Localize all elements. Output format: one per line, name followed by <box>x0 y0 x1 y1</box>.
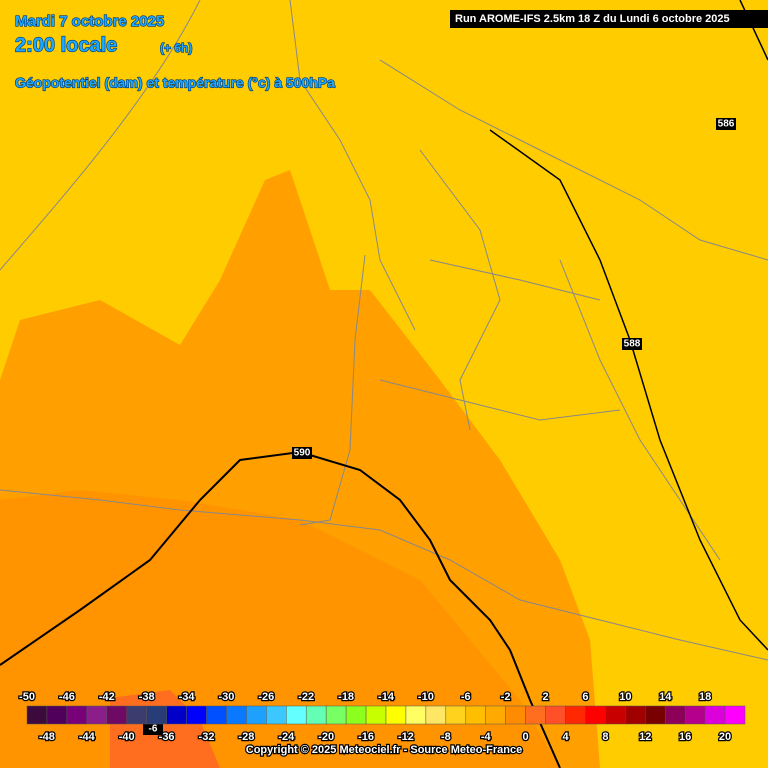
scale-swatch <box>585 705 606 725</box>
coastline <box>0 0 768 661</box>
scale-swatch <box>345 705 367 725</box>
scale-swatch <box>325 705 347 725</box>
scale-swatch <box>525 705 546 725</box>
scale-swatch <box>645 705 666 725</box>
scale-label: -38 <box>139 691 155 703</box>
scale-label: -18 <box>338 691 354 703</box>
scale-swatch <box>126 705 147 725</box>
scale-label: -26 <box>258 691 274 703</box>
run-info: Run AROME-IFS 2.5km 18 Z du Lundi 6 octo… <box>455 13 730 25</box>
scale-label: 14 <box>659 691 672 703</box>
scale-label: 12 <box>639 731 651 743</box>
scale-swatch <box>46 705 68 725</box>
contour-588 <box>489 129 768 651</box>
scale-label: -6 <box>461 691 471 703</box>
contour-label-bg <box>622 338 642 350</box>
admin-border <box>379 59 768 561</box>
scale-label: -42 <box>99 691 115 703</box>
scale-label: -8 <box>441 731 451 743</box>
contour-590 <box>0 450 561 768</box>
scale-label: 2 <box>542 691 548 703</box>
scale-swatch <box>286 705 307 725</box>
scale-swatch <box>704 705 726 725</box>
scale-label: -34 <box>179 691 196 703</box>
date: Mardi 7 octobre 2025 <box>15 13 164 30</box>
scale-label: -16 <box>358 731 374 743</box>
scale-swatch <box>365 705 387 725</box>
scale-swatch <box>26 705 48 725</box>
contour-label: -6 <box>149 724 158 735</box>
contour-label-bg <box>143 723 163 735</box>
contour-label: 588 <box>624 339 641 350</box>
scale-swatch <box>166 705 187 725</box>
scale-label: 0 <box>523 731 529 743</box>
scale-swatch <box>425 705 447 725</box>
scale-label: -20 <box>318 731 334 743</box>
scale-label: 20 <box>719 731 731 743</box>
scale-swatch <box>305 705 327 725</box>
contour-label: 586 <box>718 119 735 130</box>
scale-swatch <box>625 705 646 725</box>
scale-label: -30 <box>218 691 234 703</box>
copyright: Copyright © 2025 Meteociel.fr - Source M… <box>246 744 522 756</box>
scale-label: -28 <box>238 731 254 743</box>
contour-label-bg <box>716 118 736 130</box>
scale-swatch <box>146 705 167 725</box>
scale-swatch <box>684 705 706 725</box>
scale-swatch <box>565 705 586 725</box>
scale-label: -2 <box>501 691 511 703</box>
scale-label: -44 <box>79 731 96 743</box>
scale-label: -4 <box>481 731 492 743</box>
scale-swatch <box>505 705 526 725</box>
scale-swatch <box>106 705 127 725</box>
scale-label: -24 <box>278 731 295 743</box>
scale-label: -50 <box>19 691 35 703</box>
run-info-box <box>450 10 768 28</box>
scale-label: -12 <box>398 731 414 743</box>
scale-label: -36 <box>159 731 175 743</box>
scale-swatch <box>485 705 506 725</box>
scale-swatch <box>206 705 227 725</box>
contour-label: 590 <box>294 448 311 459</box>
scale-label: -40 <box>119 731 135 743</box>
scale-label: -22 <box>298 691 314 703</box>
scale-swatch <box>445 705 467 725</box>
scale-swatch <box>266 705 287 725</box>
scale-label: -48 <box>39 731 55 743</box>
scale-swatch <box>664 705 686 725</box>
time: 2:00 locale <box>15 34 117 56</box>
scale-label: 8 <box>602 731 608 743</box>
scale-swatch <box>545 705 566 725</box>
scale-label: -32 <box>199 731 215 743</box>
scale-swatch <box>385 705 407 725</box>
scale-label: 10 <box>619 691 631 703</box>
scale-swatch <box>405 705 427 725</box>
scale-swatch <box>724 705 746 725</box>
lead: (+ 6h) <box>160 41 192 55</box>
scale-swatch <box>66 705 88 725</box>
scale-swatch <box>605 705 626 725</box>
contour-label-bg <box>292 447 312 459</box>
scale-label: 18 <box>699 691 711 703</box>
border <box>0 0 201 271</box>
scale-label: 16 <box>679 731 691 743</box>
scale-swatch <box>226 705 247 725</box>
scale-swatch <box>246 705 267 725</box>
scale-swatch <box>465 705 486 725</box>
scale-label: -14 <box>378 691 395 703</box>
scale-label: -10 <box>418 691 434 703</box>
scale-label: 4 <box>562 731 569 743</box>
scale-label: 6 <box>582 691 588 703</box>
scale-swatch <box>186 705 207 725</box>
parameter: Géopotentiel (dam) et température (°c) à… <box>15 75 335 91</box>
scale-label: -46 <box>59 691 75 703</box>
scale-swatch <box>86 705 108 725</box>
